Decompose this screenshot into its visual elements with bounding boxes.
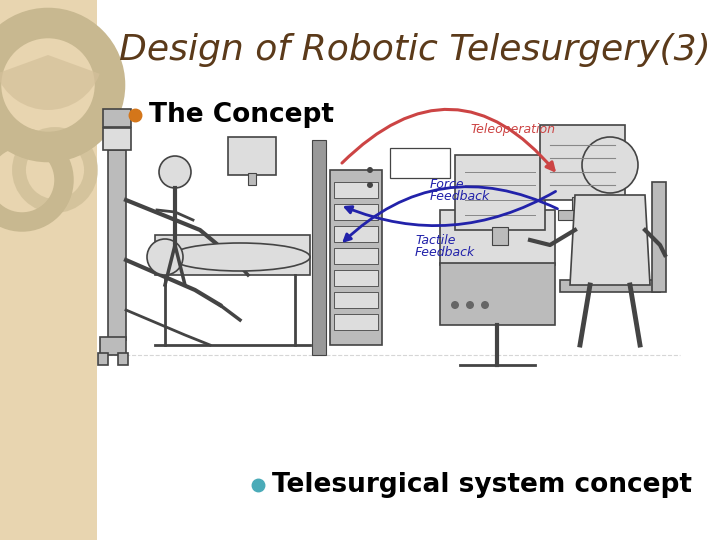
Circle shape <box>451 301 459 309</box>
FancyArrowPatch shape <box>346 191 556 226</box>
Bar <box>572 197 594 212</box>
Text: Force: Force <box>430 178 464 191</box>
Bar <box>118 353 128 365</box>
Bar <box>98 353 108 365</box>
Circle shape <box>481 301 489 309</box>
Bar <box>312 140 326 355</box>
Text: Teleoperation: Teleoperation <box>470 124 555 137</box>
Circle shape <box>466 301 474 309</box>
Bar <box>334 270 378 286</box>
Bar <box>108 150 126 340</box>
Text: Feedback: Feedback <box>415 246 475 259</box>
Bar <box>334 292 378 308</box>
Bar <box>334 248 378 264</box>
Bar <box>455 155 545 230</box>
Text: Tactile: Tactile <box>415 233 456 246</box>
Circle shape <box>367 182 373 188</box>
Bar <box>334 226 378 242</box>
Circle shape <box>367 167 373 173</box>
Bar <box>558 210 608 220</box>
Circle shape <box>159 156 191 188</box>
Ellipse shape <box>170 243 310 271</box>
Bar <box>103 109 131 127</box>
Text: Feedback: Feedback <box>430 190 490 202</box>
Polygon shape <box>570 195 650 285</box>
Bar <box>440 210 555 265</box>
Bar <box>248 173 256 185</box>
Bar <box>100 337 126 355</box>
Bar <box>540 125 625 200</box>
Bar <box>330 170 382 345</box>
Circle shape <box>582 137 638 193</box>
Text: Design of Robotic Telesurgery(3): Design of Robotic Telesurgery(3) <box>119 33 711 67</box>
Text: Telesurgical system concept: Telesurgical system concept <box>272 472 692 498</box>
Bar <box>492 227 508 245</box>
Bar <box>334 182 378 198</box>
Bar <box>103 128 131 150</box>
Text: The Concept: The Concept <box>149 102 334 128</box>
Bar <box>560 280 660 292</box>
Bar <box>228 137 276 175</box>
Bar <box>440 263 555 325</box>
Bar <box>334 204 378 220</box>
Bar <box>390 148 450 178</box>
Bar <box>0 0 97 540</box>
FancyArrowPatch shape <box>344 187 557 241</box>
FancyArrowPatch shape <box>342 109 554 170</box>
Wedge shape <box>0 55 99 110</box>
Circle shape <box>147 239 183 275</box>
Bar <box>334 314 378 330</box>
Bar <box>155 235 310 275</box>
Bar <box>652 182 666 292</box>
